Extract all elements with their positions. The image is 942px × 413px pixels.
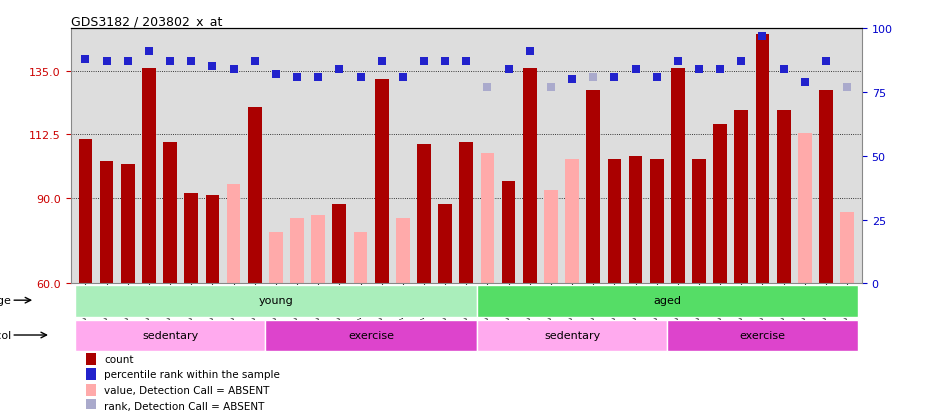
Bar xyxy=(74,320,266,351)
Bar xyxy=(417,145,430,284)
Text: exercise: exercise xyxy=(739,330,786,340)
Point xyxy=(78,56,93,63)
Bar xyxy=(100,162,113,284)
Bar xyxy=(713,125,727,284)
Bar xyxy=(142,69,155,284)
Bar xyxy=(820,91,833,284)
Bar xyxy=(438,204,452,284)
Bar xyxy=(333,204,347,284)
Bar xyxy=(565,159,579,284)
Bar xyxy=(671,69,685,284)
Bar xyxy=(477,285,858,317)
Text: age: age xyxy=(0,295,11,306)
Bar xyxy=(269,233,283,284)
Point xyxy=(776,66,791,73)
Point xyxy=(797,79,812,86)
Bar xyxy=(227,185,240,284)
Point xyxy=(99,59,114,65)
Point xyxy=(121,59,136,65)
Point xyxy=(289,74,304,81)
Point xyxy=(839,84,854,91)
Point xyxy=(332,66,347,73)
Bar xyxy=(87,368,96,380)
Point xyxy=(247,59,262,65)
Point xyxy=(586,74,601,81)
Point xyxy=(204,64,219,71)
Bar xyxy=(628,157,642,284)
Bar xyxy=(266,320,477,351)
Point xyxy=(564,76,579,83)
Point xyxy=(607,74,622,81)
Bar xyxy=(608,159,622,284)
Bar xyxy=(735,111,748,284)
Bar xyxy=(777,111,790,284)
Bar xyxy=(74,285,477,317)
Bar xyxy=(480,154,495,284)
Point xyxy=(353,74,368,81)
Bar xyxy=(290,218,304,284)
Point xyxy=(268,71,284,78)
Point xyxy=(649,74,664,81)
Point xyxy=(184,59,199,65)
Text: percentile rank within the sample: percentile rank within the sample xyxy=(104,369,280,380)
Point xyxy=(459,59,474,65)
Point xyxy=(374,59,389,65)
Text: rank, Detection Call = ABSENT: rank, Detection Call = ABSENT xyxy=(104,401,265,411)
Bar xyxy=(87,353,96,365)
Bar xyxy=(840,213,854,284)
Point xyxy=(416,59,431,65)
Bar xyxy=(163,142,177,284)
Bar xyxy=(692,159,706,284)
Point xyxy=(628,66,643,73)
Point xyxy=(226,66,241,73)
Point xyxy=(479,84,495,91)
Point xyxy=(501,66,516,73)
Bar xyxy=(544,190,558,284)
Point xyxy=(671,59,686,65)
Point xyxy=(713,66,728,73)
Bar xyxy=(477,320,667,351)
Point xyxy=(734,59,749,65)
Bar xyxy=(586,91,600,284)
Bar xyxy=(353,233,367,284)
Bar xyxy=(87,399,96,412)
Point xyxy=(311,74,326,81)
Bar xyxy=(667,320,858,351)
Point xyxy=(438,59,453,65)
Text: exercise: exercise xyxy=(349,330,394,340)
Text: sedentary: sedentary xyxy=(142,330,198,340)
Point xyxy=(141,49,156,55)
Bar xyxy=(460,142,473,284)
Bar xyxy=(205,196,219,284)
Point xyxy=(819,59,834,65)
Bar xyxy=(502,182,515,284)
Point xyxy=(163,59,178,65)
Bar xyxy=(375,80,388,284)
Bar xyxy=(121,165,135,284)
Bar xyxy=(78,139,92,284)
Text: aged: aged xyxy=(654,295,681,306)
Point xyxy=(755,33,770,40)
Point xyxy=(544,84,559,91)
Text: young: young xyxy=(258,295,293,306)
Bar xyxy=(650,159,663,284)
Bar xyxy=(396,218,410,284)
Bar xyxy=(798,134,812,284)
Bar xyxy=(248,108,262,284)
Bar xyxy=(755,35,770,284)
Bar xyxy=(87,384,96,396)
Text: count: count xyxy=(104,354,134,364)
Text: sedentary: sedentary xyxy=(544,330,600,340)
Text: value, Detection Call = ABSENT: value, Detection Call = ABSENT xyxy=(104,385,269,395)
Text: GDS3182 / 203802_x_at: GDS3182 / 203802_x_at xyxy=(71,15,222,28)
Point xyxy=(691,66,706,73)
Bar xyxy=(523,69,537,284)
Text: protocol: protocol xyxy=(0,330,11,340)
Bar xyxy=(311,216,325,284)
Point xyxy=(522,49,537,55)
Point xyxy=(396,74,411,81)
Bar xyxy=(185,193,198,284)
